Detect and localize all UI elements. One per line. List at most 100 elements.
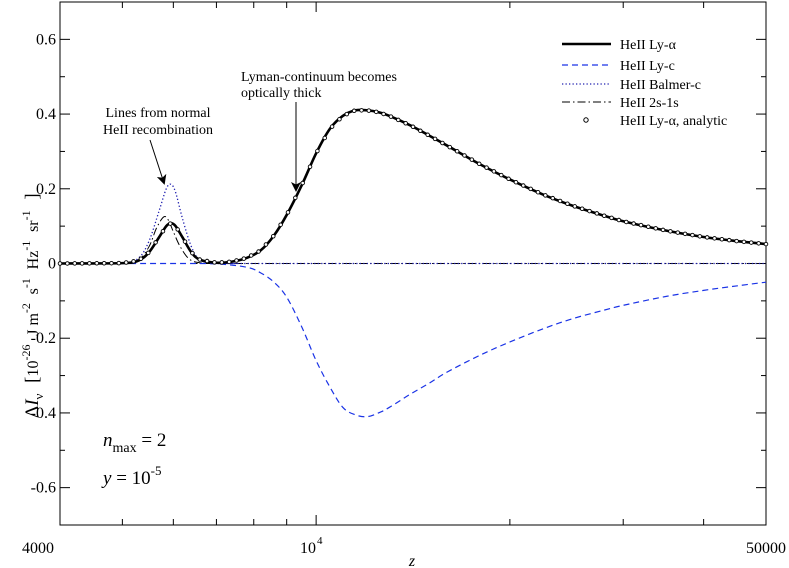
analytic-marker xyxy=(160,228,166,234)
analytic-marker xyxy=(315,148,320,154)
analytic-marker xyxy=(79,261,85,266)
analytic-marker xyxy=(359,108,364,113)
analytic-marker xyxy=(293,195,298,201)
analytic-marker xyxy=(646,224,651,229)
x-axis-label: z xyxy=(408,553,416,568)
x-tick-label: 4000 xyxy=(22,540,54,557)
analytic-marker xyxy=(499,172,504,178)
analytic-marker xyxy=(741,239,747,245)
analytic-marker xyxy=(351,108,357,114)
analytic-marker xyxy=(123,260,129,265)
analytic-marker xyxy=(660,227,666,233)
analytic-marker xyxy=(491,169,497,174)
y-tick-label: 0 xyxy=(48,256,56,273)
annotation-text: Lyman-continuum becomes xyxy=(241,70,397,85)
series-line-heii-ly-c xyxy=(59,262,767,418)
legend-label: HeII 2s-1s xyxy=(620,96,679,111)
analytic-marker xyxy=(572,204,578,209)
analytic-marker xyxy=(300,180,305,186)
analytic-marker xyxy=(763,241,769,247)
analytic-marker xyxy=(535,189,541,195)
analytic-marker xyxy=(87,261,92,266)
analytic-marker xyxy=(697,234,703,239)
analytic-marker xyxy=(322,135,328,141)
analytic-marker xyxy=(719,236,725,242)
analytic-marker xyxy=(241,256,247,261)
analytic-marker xyxy=(484,165,489,170)
y-label-exp26: -26 xyxy=(19,344,33,360)
x-tick-label: 50000 xyxy=(746,540,786,557)
analytic-marker xyxy=(565,201,570,207)
analytic-marker xyxy=(587,208,592,214)
y-label-open: [ xyxy=(22,376,43,382)
analytic-marker xyxy=(756,241,761,246)
analytic-marker xyxy=(447,144,453,150)
analytic-marker xyxy=(388,114,394,119)
analytic-marker xyxy=(396,117,401,123)
legend-swatch-analytic xyxy=(583,117,589,123)
analytic-marker xyxy=(109,260,114,266)
analytic-marker xyxy=(373,109,379,115)
y-tick-label: -0.6 xyxy=(31,480,56,497)
legend-label: HeII Ly-α, analytic xyxy=(620,114,727,129)
analytic-marker xyxy=(476,161,482,167)
analytic-marker xyxy=(101,260,107,266)
analytic-marker xyxy=(248,253,254,258)
analytic-marker xyxy=(285,210,291,215)
analytic-marker xyxy=(601,213,607,219)
annotation-text: Lines from normal xyxy=(106,106,211,121)
analytic-marker xyxy=(682,231,688,237)
analytic-marker xyxy=(425,132,430,138)
analytic-marker xyxy=(307,164,313,170)
analytic-marker xyxy=(616,217,622,223)
y-tick-label: 0.6 xyxy=(36,31,56,48)
analytic-marker xyxy=(94,261,100,266)
params-text: nmax = 2 y = 10-5 xyxy=(101,430,166,489)
analytic-marker xyxy=(226,259,232,265)
y-axis-label: ΔIν [10-26 J m-2 s-1 Hz-1 sr-1 ] xyxy=(19,193,46,418)
analytic-marker xyxy=(72,261,77,266)
analytic-marker xyxy=(454,149,460,154)
legend: HeII Ly-α HeII Ly-c HeII Balmer-c HeII 2… xyxy=(562,38,727,129)
analytic-marker xyxy=(381,111,386,117)
series-line-heii-2s-1s xyxy=(59,216,766,265)
analytic-marker xyxy=(440,140,445,146)
analytic-marker xyxy=(256,249,261,254)
legend-label: HeII Ly-c xyxy=(620,59,675,74)
annotation-text: optically thick xyxy=(241,86,321,101)
analytic-marker xyxy=(550,195,555,201)
analytic-marker xyxy=(138,256,144,261)
analytic-marker xyxy=(726,237,732,243)
axis-ticks xyxy=(59,1,767,526)
analytic-marker xyxy=(521,183,526,188)
analytic-marker xyxy=(506,176,511,182)
nmax-label: nmax = 2 xyxy=(103,430,166,456)
analytic-marker xyxy=(690,232,695,238)
analytic-marker xyxy=(668,229,673,234)
y-label-s: s xyxy=(25,288,42,294)
analytic-marker xyxy=(366,108,372,113)
analytic-marker xyxy=(712,236,717,241)
analytic-marker xyxy=(749,240,754,245)
analytic-marker xyxy=(344,111,350,117)
analytic-marker xyxy=(418,128,423,134)
analytic-marker xyxy=(543,193,548,198)
analytic-marker xyxy=(624,219,629,225)
analytic-marker xyxy=(145,250,151,256)
analytic-marker xyxy=(675,230,681,235)
analytic-marker xyxy=(734,238,739,244)
legend-label: HeII Balmer-c xyxy=(620,78,701,93)
analytic-marker xyxy=(579,206,585,211)
analytic-marker xyxy=(131,259,136,264)
y-label-sr: sr xyxy=(25,220,42,232)
y-tick-label: 0.2 xyxy=(36,181,56,198)
analytic-marker xyxy=(116,260,122,266)
analytic-marker xyxy=(175,227,180,232)
y-tick-label: -0.2 xyxy=(31,330,56,347)
y-label-m-exp: -2 xyxy=(19,303,33,313)
analytic-marker xyxy=(271,234,276,239)
x-tick-labels: 4000 10 4 50000 xyxy=(22,535,786,557)
analytic-marker xyxy=(197,257,202,262)
plot-area xyxy=(57,1,769,526)
